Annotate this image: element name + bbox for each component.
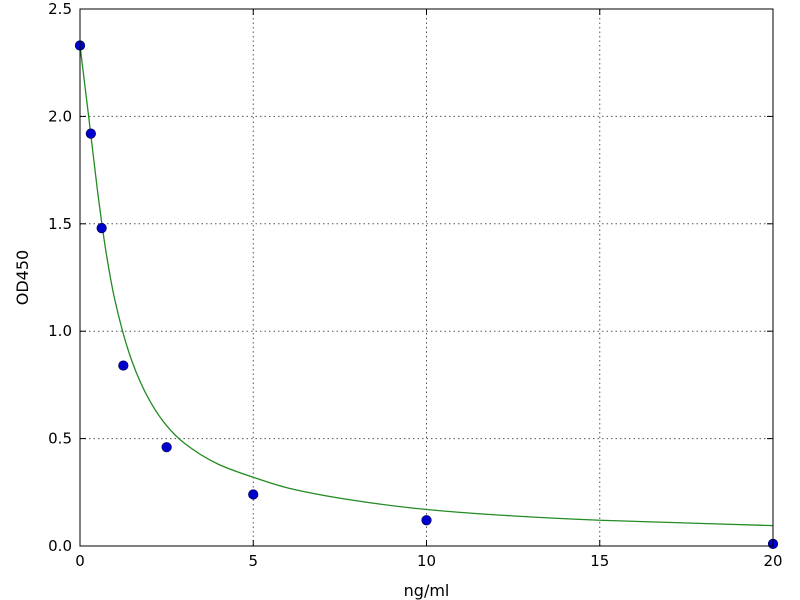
y-tick-label: 2.5 — [48, 0, 72, 18]
data-point — [85, 128, 96, 139]
x-axis-label: ng/ml — [404, 581, 450, 600]
data-point — [421, 515, 432, 526]
x-tick-label: 15 — [590, 552, 609, 570]
y-tick-label: 2.0 — [48, 107, 72, 125]
data-point — [161, 442, 172, 453]
y-tick-label: 1.0 — [48, 322, 72, 340]
x-tick-label: 5 — [248, 552, 258, 570]
x-tick-label: 10 — [417, 552, 436, 570]
fitted-curve-line — [79, 45, 774, 527]
x-tick-label: 0 — [75, 552, 85, 570]
y-tick-label: 0.0 — [48, 537, 72, 555]
data-points-layer — [74, 40, 779, 549]
grid — [79, 8, 774, 547]
axis-ticks — [79, 8, 774, 547]
x-tick-label: 20 — [763, 552, 782, 570]
plot-area-frame — [79, 8, 774, 547]
x-tick-labels: 0 5 10 15 20 — [75, 552, 782, 570]
y-tick-label: 1.5 — [48, 215, 72, 233]
y-tick-label: 0.5 — [48, 430, 72, 448]
y-tick-labels: 0.0 0.5 1.0 1.5 2.0 2.5 — [48, 0, 72, 555]
data-point — [96, 222, 107, 234]
y-axis-label: OD450 — [13, 250, 32, 305]
fitted-curve-layer — [79, 45, 774, 527]
data-point — [118, 360, 129, 371]
data-point — [248, 489, 259, 500]
